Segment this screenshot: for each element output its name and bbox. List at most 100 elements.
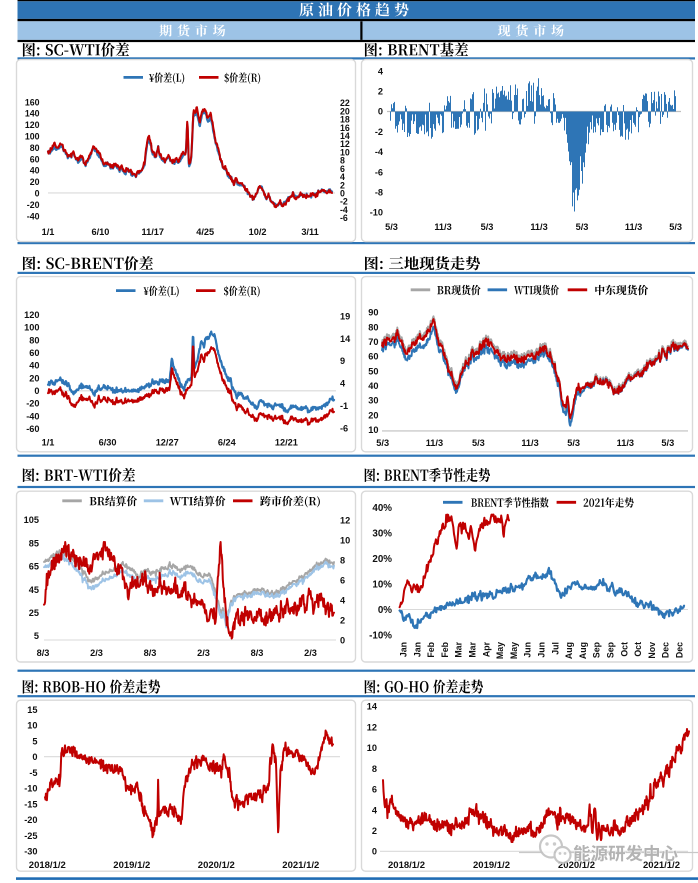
svg-text:20%: 20% xyxy=(372,554,392,565)
svg-text:12/21: 12/21 xyxy=(275,437,298,447)
svg-text:-2: -2 xyxy=(340,197,348,207)
svg-text:-6: -6 xyxy=(340,213,348,223)
svg-text:11/17: 11/17 xyxy=(142,227,164,237)
svg-text:-4: -4 xyxy=(340,205,348,215)
svg-text:160: 160 xyxy=(25,97,40,107)
svg-text:Mar: Mar xyxy=(468,641,478,657)
svg-text:2021/1/2: 2021/1/2 xyxy=(282,860,319,871)
svg-text:-10%: -10% xyxy=(369,630,392,641)
svg-text:9: 9 xyxy=(340,356,345,366)
svg-text:11/3: 11/3 xyxy=(617,438,634,448)
svg-text:25: 25 xyxy=(29,608,39,618)
svg-text:-40: -40 xyxy=(27,211,40,221)
svg-text:2/3: 2/3 xyxy=(197,648,210,658)
svg-text:10: 10 xyxy=(367,743,377,753)
svg-text:15: 15 xyxy=(27,705,37,715)
svg-text:0: 0 xyxy=(372,847,377,857)
svg-text:120: 120 xyxy=(24,310,39,320)
svg-text:40%: 40% xyxy=(372,503,392,514)
svg-text:4: 4 xyxy=(340,595,346,605)
svg-text:16: 16 xyxy=(340,123,350,133)
svg-text:2018/1/2: 2018/1/2 xyxy=(388,860,425,871)
svg-text:Sep: Sep xyxy=(592,641,602,658)
svg-text:60: 60 xyxy=(368,352,378,362)
svg-text:-20: -20 xyxy=(26,399,39,409)
svg-text:2018/1/2: 2018/1/2 xyxy=(29,860,66,871)
svg-text:-8: -8 xyxy=(375,188,383,198)
svg-text:Jun: Jun xyxy=(523,642,533,658)
svg-text:10: 10 xyxy=(368,425,378,435)
svg-text:5/3: 5/3 xyxy=(576,222,589,232)
svg-text:8: 8 xyxy=(340,156,345,166)
svg-text:6: 6 xyxy=(340,164,345,174)
svg-text:0: 0 xyxy=(34,386,39,396)
svg-text:2019/1/2: 2019/1/2 xyxy=(473,860,510,871)
svg-text:10%: 10% xyxy=(372,579,392,590)
svg-text:-30: -30 xyxy=(24,847,37,857)
svg-text:80: 80 xyxy=(30,143,40,153)
svg-text:30: 30 xyxy=(368,396,378,406)
svg-text:4: 4 xyxy=(378,66,384,76)
svg-text:6: 6 xyxy=(372,785,377,795)
svg-text:5: 5 xyxy=(34,631,39,641)
svg-text:-25: -25 xyxy=(24,831,37,841)
svg-text:5/3: 5/3 xyxy=(385,222,398,232)
svg-text:100: 100 xyxy=(24,323,39,333)
svg-text:-6: -6 xyxy=(375,167,383,177)
svg-text:80: 80 xyxy=(29,335,39,345)
svg-text:0: 0 xyxy=(340,635,345,645)
svg-text:-15: -15 xyxy=(24,799,37,809)
svg-text:40: 40 xyxy=(368,381,378,391)
svg-text:2: 2 xyxy=(378,87,383,97)
svg-text:-1: -1 xyxy=(340,401,348,411)
svg-text:3/11: 3/11 xyxy=(301,227,318,237)
svg-text:5/3: 5/3 xyxy=(661,438,674,448)
svg-text:0: 0 xyxy=(35,189,40,199)
svg-text:40: 40 xyxy=(29,361,39,371)
svg-text:60: 60 xyxy=(29,348,39,358)
svg-text:10: 10 xyxy=(340,147,350,157)
svg-text:6/30: 6/30 xyxy=(99,437,117,447)
svg-text:6/10: 6/10 xyxy=(91,227,109,237)
svg-text:2021/1/2: 2021/1/2 xyxy=(643,860,680,871)
svg-text:20: 20 xyxy=(30,177,40,187)
svg-text:2: 2 xyxy=(372,826,377,836)
svg-text:18: 18 xyxy=(340,115,350,125)
svg-text:100: 100 xyxy=(25,132,40,142)
svg-text:120: 120 xyxy=(25,120,40,130)
svg-text:4/25: 4/25 xyxy=(196,227,214,237)
svg-text:-40: -40 xyxy=(26,411,39,421)
svg-text:14: 14 xyxy=(340,334,351,344)
svg-text:Mar: Mar xyxy=(454,641,464,657)
svg-text:-4: -4 xyxy=(375,147,384,157)
svg-text:Jul: Jul xyxy=(550,642,560,655)
svg-text:Dec: Dec xyxy=(661,642,671,658)
svg-text:19: 19 xyxy=(340,311,350,321)
svg-text:0: 0 xyxy=(340,189,345,199)
svg-text:Jan: Jan xyxy=(412,642,422,657)
svg-text:5/3: 5/3 xyxy=(376,438,389,448)
svg-text:40: 40 xyxy=(30,166,40,176)
svg-text:8: 8 xyxy=(340,555,345,565)
svg-text:2: 2 xyxy=(340,615,345,625)
svg-text:2/3: 2/3 xyxy=(304,648,317,658)
svg-text:Nov: Nov xyxy=(647,642,657,659)
svg-text:65: 65 xyxy=(29,562,39,572)
svg-text:10: 10 xyxy=(27,721,37,731)
svg-text:-2: -2 xyxy=(375,127,383,137)
svg-text:5/3: 5/3 xyxy=(481,222,494,232)
svg-text:10/2: 10/2 xyxy=(249,227,267,237)
svg-text:2020/1/2: 2020/1/2 xyxy=(558,860,595,871)
svg-text:105: 105 xyxy=(24,515,39,525)
svg-text:14: 14 xyxy=(367,702,378,712)
svg-text:Feb: Feb xyxy=(426,641,436,657)
svg-text:4: 4 xyxy=(340,172,345,182)
svg-text:Oct: Oct xyxy=(619,642,629,657)
svg-text:12: 12 xyxy=(367,722,377,732)
svg-text:Apr: Apr xyxy=(481,641,491,657)
svg-text:140: 140 xyxy=(25,109,40,119)
svg-text:90: 90 xyxy=(368,308,378,318)
svg-text:4: 4 xyxy=(372,805,378,815)
svg-text:5/3: 5/3 xyxy=(669,222,682,232)
svg-text:6/24: 6/24 xyxy=(218,437,237,447)
